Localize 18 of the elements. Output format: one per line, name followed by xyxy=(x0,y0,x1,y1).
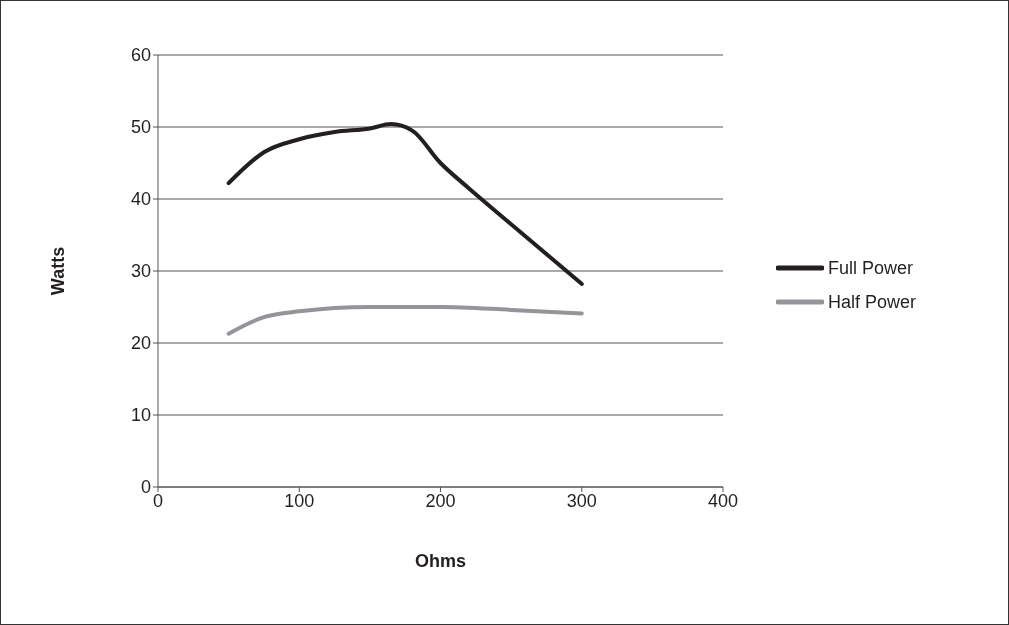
x-tick-label: 400 xyxy=(707,490,739,511)
x-tick-label: 0 xyxy=(152,490,164,511)
x-tick-label: 300 xyxy=(566,490,597,511)
y-axis-title: Watts xyxy=(48,246,69,296)
legend-label: Full Power xyxy=(828,257,914,279)
y-tick-label: 40 xyxy=(130,189,151,210)
y-tick-label: 10 xyxy=(130,405,151,426)
y-tick-label: 60 xyxy=(130,45,151,66)
legend-label: Half Power xyxy=(828,291,917,313)
x-axis-title: Ohms xyxy=(414,551,467,571)
x-tick-label: 100 xyxy=(284,490,315,511)
y-tick-label: 50 xyxy=(130,117,151,138)
y-tick-label: 30 xyxy=(130,261,151,282)
y-tick-label: 0 xyxy=(140,477,151,498)
line-series xyxy=(226,305,584,336)
line-series xyxy=(226,122,584,286)
x-tick-label: 200 xyxy=(425,490,456,511)
y-tick-label: 20 xyxy=(130,333,151,354)
